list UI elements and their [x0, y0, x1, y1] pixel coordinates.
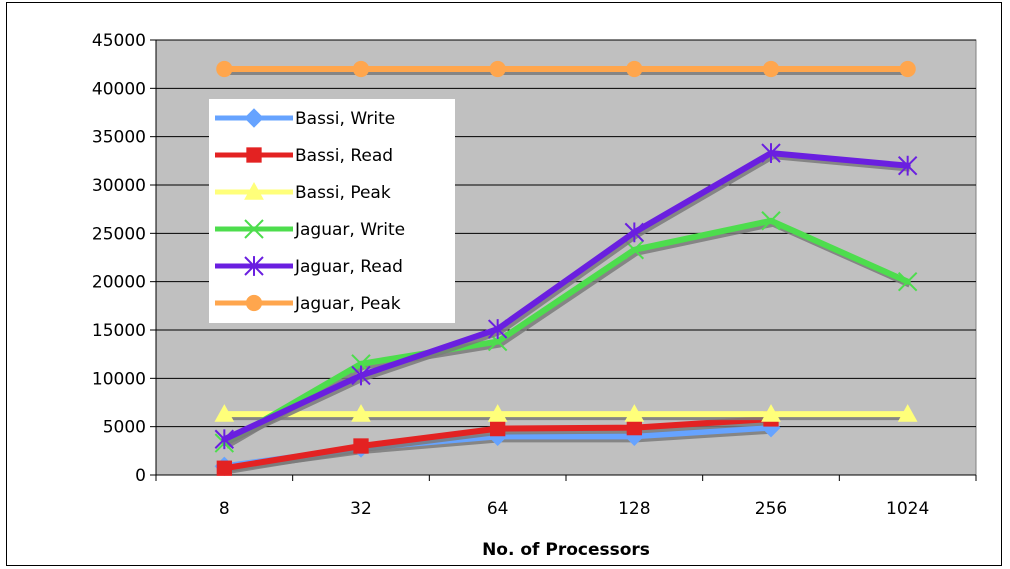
data-point — [624, 222, 645, 243]
y-tick-label: 20000 — [92, 273, 146, 293]
data-point — [761, 404, 781, 422]
legend-label: Bassi, Peak — [295, 183, 391, 203]
data-point — [244, 219, 264, 239]
x-tick-label: 256 — [755, 499, 787, 519]
data-point — [244, 256, 264, 276]
data-point — [490, 420, 506, 437]
data-point — [351, 365, 371, 386]
data-point — [487, 404, 508, 422]
data-point — [897, 155, 918, 176]
chart-frame: 0 5000 10000 15000 20000 25000 30000 35000 40000… — [6, 2, 1002, 566]
data-point — [897, 404, 918, 422]
y-tick-label: 5000 — [103, 418, 146, 438]
legend-label: Jaguar, Peak — [294, 294, 401, 314]
y-tick-label: 25000 — [92, 224, 146, 244]
data-point — [761, 143, 781, 163]
y-tick-label: 30000 — [92, 176, 146, 196]
legend — [209, 99, 455, 323]
data-point — [245, 294, 263, 312]
y-tick-label: 40000 — [92, 79, 146, 99]
legend-label: Jaguar, Write — [294, 220, 405, 240]
data-point — [246, 147, 262, 163]
data-point — [762, 60, 780, 78]
x-tick-label: 128 — [618, 499, 650, 519]
data-point — [897, 271, 918, 292]
data-point — [489, 60, 506, 78]
data-point — [487, 319, 508, 339]
marker-stroke — [624, 240, 645, 260]
marker-stroke — [244, 219, 264, 239]
data-point — [626, 60, 643, 78]
data-point — [761, 211, 781, 231]
legend-label: Bassi, Read — [295, 146, 393, 166]
x-tick-label: 8 — [219, 499, 230, 519]
marker-stroke — [897, 271, 918, 292]
data-point — [216, 60, 233, 78]
y-tick-label: 45000 — [92, 31, 146, 51]
x-axis-title: No. of Processors — [482, 540, 650, 560]
line-chart: 0 5000 10000 15000 20000 25000 30000 35000 40000… — [92, 31, 977, 560]
x-tick-label: 1024 — [886, 499, 929, 519]
marker-stroke — [761, 211, 781, 231]
y-tick-label: 10000 — [92, 369, 146, 389]
data-point — [216, 460, 232, 476]
data-point — [244, 108, 264, 128]
data-point — [244, 181, 264, 200]
data-point — [214, 404, 235, 422]
y-tick-label: 15000 — [92, 321, 146, 341]
data-point — [626, 419, 642, 436]
series-line — [221, 217, 911, 447]
data-point — [351, 404, 371, 422]
x-tick-label: 32 — [350, 499, 372, 519]
data-point — [352, 60, 370, 78]
y-tick-label: 0 — [135, 466, 146, 486]
legend-label: Bassi, Write — [295, 109, 395, 129]
series-line — [221, 150, 911, 443]
legend-label: Jaguar, Read — [294, 257, 403, 277]
data-point — [214, 429, 235, 450]
data-point — [353, 438, 369, 454]
data-point — [899, 60, 916, 78]
x-tick-label: 64 — [487, 499, 509, 519]
data-point — [624, 404, 645, 422]
y-tick-label: 35000 — [92, 128, 146, 148]
